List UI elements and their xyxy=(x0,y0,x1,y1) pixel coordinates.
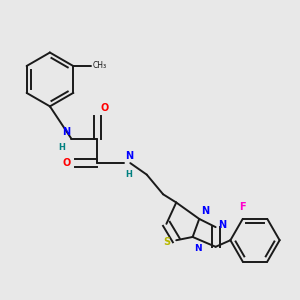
Text: N: N xyxy=(218,220,226,230)
Text: O: O xyxy=(101,103,109,113)
Text: O: O xyxy=(62,158,70,168)
Text: N: N xyxy=(62,127,70,137)
Text: S: S xyxy=(164,237,171,247)
Text: H: H xyxy=(125,170,132,179)
Text: H: H xyxy=(58,143,65,152)
Text: CH₃: CH₃ xyxy=(93,61,107,70)
Text: F: F xyxy=(239,202,246,212)
Text: N: N xyxy=(125,152,134,161)
Text: N: N xyxy=(201,206,209,216)
Text: N: N xyxy=(194,244,202,253)
